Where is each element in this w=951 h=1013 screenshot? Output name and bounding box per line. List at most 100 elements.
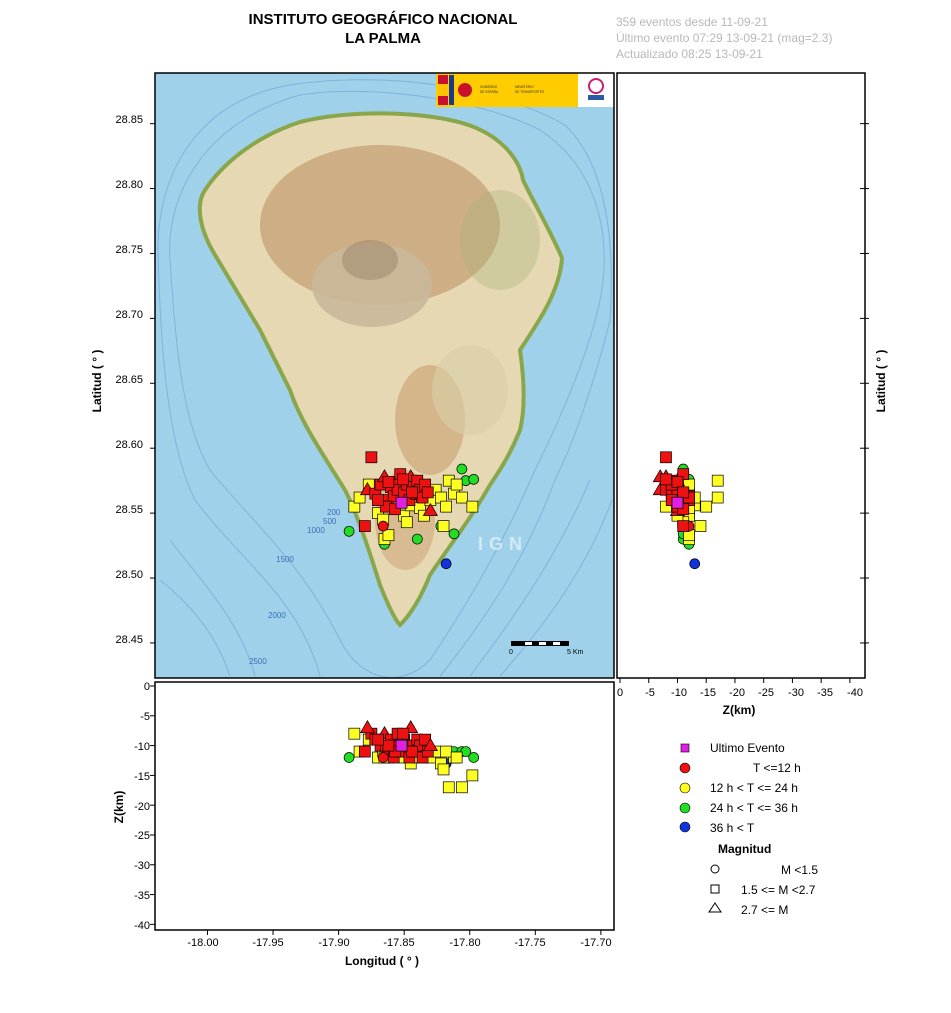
- relief-shading: [260, 145, 540, 570]
- map-events: [343, 451, 480, 570]
- event-marker: [437, 763, 450, 776]
- scale-bar: 0 5 Km: [509, 641, 584, 656]
- event-marker: [711, 474, 724, 487]
- event-marker: [450, 751, 463, 764]
- event-marker: [422, 737, 439, 751]
- longitude-axis-label: Longitud ( ° ): [345, 954, 419, 968]
- event-marker: [353, 491, 366, 504]
- z-tick-label: 0: [617, 687, 623, 699]
- legend: Ultimo Evento T <=12 h 12 h < T <= 24 h …: [679, 741, 818, 917]
- event-marker: [456, 491, 468, 504]
- event-marker: [397, 727, 409, 740]
- z-tick-label: -40: [134, 920, 150, 932]
- z-tick-label: -10: [671, 687, 687, 699]
- svg-text:DE ESPAÑA: DE ESPAÑA: [480, 89, 499, 94]
- z-tick-label: -40: [847, 687, 863, 699]
- last-event-marker: [395, 739, 408, 752]
- legend-last-event-marker: [680, 743, 690, 753]
- z-tick-label: -35: [817, 687, 833, 699]
- legend-t3-label: 24 h < T <= 36 h: [710, 801, 798, 815]
- event-marker: [460, 746, 472, 757]
- legend-square-icon: [710, 884, 720, 894]
- updated-text: Actualizado 08:25 13-09-21: [616, 47, 763, 61]
- legend-t1-label: T <=12 h: [753, 761, 801, 775]
- legend-t4-label: 36 h < T: [710, 821, 755, 835]
- event-marker: [440, 745, 452, 758]
- legend-m1-label: M <1.5: [781, 863, 818, 877]
- map-frame: [154, 72, 615, 679]
- event-marker: [389, 503, 401, 516]
- svg-text:MINISTERIO: MINISTERIO: [515, 85, 534, 89]
- legend-red-marker: [679, 762, 691, 774]
- z-tick-label: -15: [134, 771, 150, 783]
- event-marker: [343, 752, 355, 763]
- event-marker: [389, 745, 401, 758]
- lon-tick-label: -17.70: [580, 937, 611, 949]
- lon-tick-label: -18.00: [187, 937, 218, 949]
- title-line-2: LA PALMA: [345, 30, 421, 47]
- legend-magnitude-title: Magnitud: [718, 842, 771, 856]
- event-marker: [466, 500, 479, 513]
- legend-triangle-icon: [708, 902, 722, 913]
- lat-tick-label: 28.80: [115, 179, 143, 191]
- z-tick-label: -25: [758, 687, 774, 699]
- event-marker: [358, 745, 371, 758]
- scale-end-label: 5 Km: [567, 649, 584, 656]
- z-tick-label: -5: [645, 687, 655, 699]
- z-tick-label: -15: [700, 687, 716, 699]
- lat-tick-label: 28.75: [115, 244, 143, 256]
- legend-m2-label: 1.5 <= M <2.7: [741, 883, 816, 897]
- event-marker: [359, 720, 376, 734]
- event-marker: [466, 769, 479, 782]
- z-tick-label: -10: [134, 741, 150, 753]
- event-marker: [689, 558, 701, 570]
- depth-label-500: 500: [323, 517, 337, 526]
- event-marker: [468, 474, 480, 485]
- event-marker: [406, 486, 418, 499]
- last-event-text: Último evento 07:29 13-09-21 (mag=2.3): [616, 31, 833, 45]
- event-marker: [694, 520, 707, 532]
- event-marker: [711, 491, 724, 504]
- event-marker: [348, 727, 361, 740]
- lon-tick-label: -17.85: [383, 937, 414, 949]
- event-marker: [456, 781, 468, 794]
- ign-logo-icon: [588, 78, 604, 94]
- z-tick-label: -5: [140, 711, 150, 723]
- depth-lat-frame: [616, 72, 866, 679]
- depth-label-2000: 2000: [268, 611, 286, 620]
- latitude-axis-label: Latitud ( ° ): [90, 350, 104, 413]
- event-marker: [440, 558, 452, 570]
- lon-tick-label: -17.75: [514, 937, 545, 949]
- event-marker: [358, 520, 371, 532]
- event-marker: [411, 533, 423, 545]
- event-marker: [421, 486, 434, 499]
- coat-of-arms-icon: [458, 83, 472, 97]
- event-marker: [442, 781, 455, 794]
- title-line-1: INSTITUTO GEOGRÁFICO NACIONAL: [248, 11, 518, 28]
- lat-tick-label: 28.50: [115, 569, 143, 581]
- event-marker: [343, 525, 355, 537]
- lon-tick-label: -17.90: [318, 937, 349, 949]
- svg-text:DE TRANSPORTES: DE TRANSPORTES: [515, 90, 544, 94]
- event-marker: [671, 476, 684, 488]
- z-axis-label-bottom: Z(km): [112, 791, 126, 824]
- ign-watermark: IGN: [478, 534, 528, 554]
- event-marker: [677, 486, 690, 499]
- legend-yellow-marker: [679, 782, 691, 794]
- lat-tick-label: 28.65: [115, 374, 143, 386]
- event-marker: [382, 476, 395, 488]
- latitude-axis-label-right: Latitud ( ° ): [874, 350, 888, 413]
- z-tick-label: 0: [144, 681, 150, 693]
- event-marker: [437, 520, 450, 532]
- lon-depth-frame: [154, 681, 615, 931]
- svg-text:GOBIERNO: GOBIERNO: [480, 85, 498, 89]
- event-marker: [700, 500, 713, 513]
- event-marker: [422, 502, 439, 516]
- event-marker: [382, 529, 395, 542]
- event-marker: [400, 516, 413, 529]
- event-marker: [365, 451, 378, 464]
- lon-tick-label: -17.95: [252, 937, 283, 949]
- event-marker: [440, 500, 452, 513]
- event-marker: [377, 520, 389, 532]
